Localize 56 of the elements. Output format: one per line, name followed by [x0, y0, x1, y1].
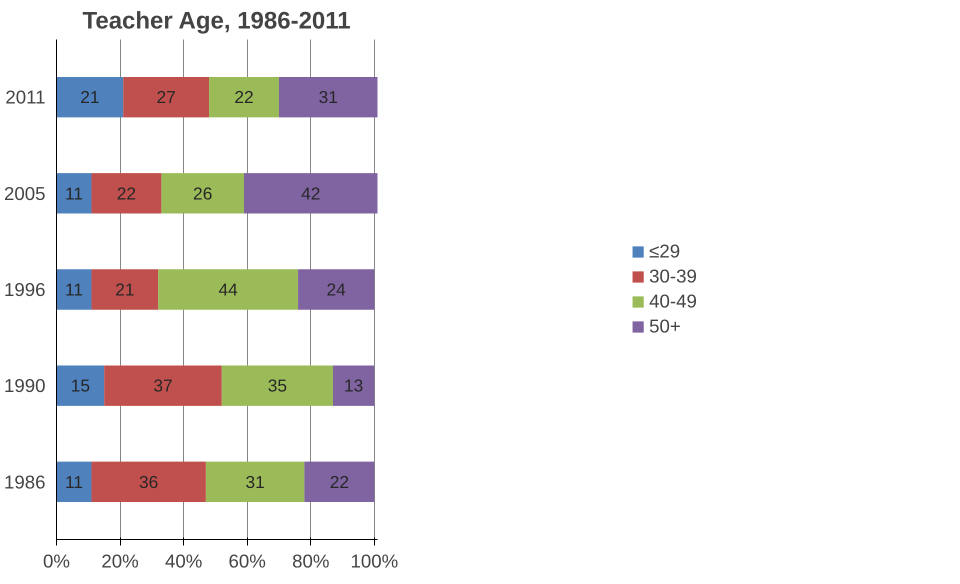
x-tick-label: 0% — [43, 550, 70, 572]
y-tick-label: 2011 — [5, 86, 46, 108]
bar — [333, 365, 374, 406]
data-label: 35 — [268, 376, 288, 396]
x-tick-label: 100% — [350, 550, 398, 572]
data-label: 26 — [193, 183, 212, 204]
data-label: 22 — [234, 87, 254, 108]
bar — [56, 365, 104, 406]
y-tick-label: 1986 — [4, 471, 46, 492]
data-label: 21 — [80, 87, 100, 108]
data-label: 37 — [153, 376, 173, 396]
legend-label: 30-39 — [649, 266, 697, 288]
chart-title: Teacher Age, 1986-2011 — [82, 8, 351, 34]
bar — [56, 173, 92, 214]
data-label: 42 — [301, 183, 320, 204]
bar — [56, 462, 92, 502]
y-tick-label: 1990 — [4, 375, 46, 396]
bar — [161, 173, 244, 214]
bar — [158, 269, 298, 310]
data-label: 22 — [330, 472, 350, 492]
legend-label: 40-49 — [649, 290, 697, 312]
data-label: 15 — [70, 376, 90, 396]
bar — [209, 77, 279, 118]
bar — [298, 269, 374, 310]
data-label: 11 — [64, 472, 83, 492]
bar — [91, 173, 162, 214]
bar — [206, 462, 304, 502]
data-label: 11 — [64, 280, 83, 300]
y-tick-label: 1996 — [4, 279, 46, 300]
x-tick-label: 80% — [292, 550, 330, 572]
data-label: 11 — [64, 183, 83, 204]
data-label: 31 — [246, 472, 265, 492]
data-label: 13 — [344, 376, 364, 396]
data-label: 31 — [318, 87, 338, 108]
x-tick-label: 40% — [164, 550, 202, 572]
data-label: 36 — [139, 472, 158, 492]
y-tick-label: 2005 — [4, 182, 46, 204]
bar — [244, 173, 378, 214]
bar — [304, 462, 374, 502]
bar — [104, 365, 222, 406]
bar — [123, 77, 210, 118]
legend-label: ≤29 — [649, 240, 680, 262]
data-label: 21 — [115, 280, 134, 300]
x-tick-label: 60% — [228, 550, 266, 572]
x-tick-label: 20% — [101, 550, 139, 572]
bar — [91, 269, 158, 310]
bar — [56, 269, 92, 310]
bar — [91, 462, 206, 502]
data-label: 24 — [326, 280, 346, 300]
bar — [222, 365, 334, 406]
data-label: 22 — [116, 183, 136, 204]
data-label: 27 — [156, 87, 176, 108]
bar — [56, 77, 124, 118]
bar — [278, 77, 378, 118]
data-label: 44 — [218, 280, 238, 300]
legend-label: 50+ — [649, 316, 681, 338]
